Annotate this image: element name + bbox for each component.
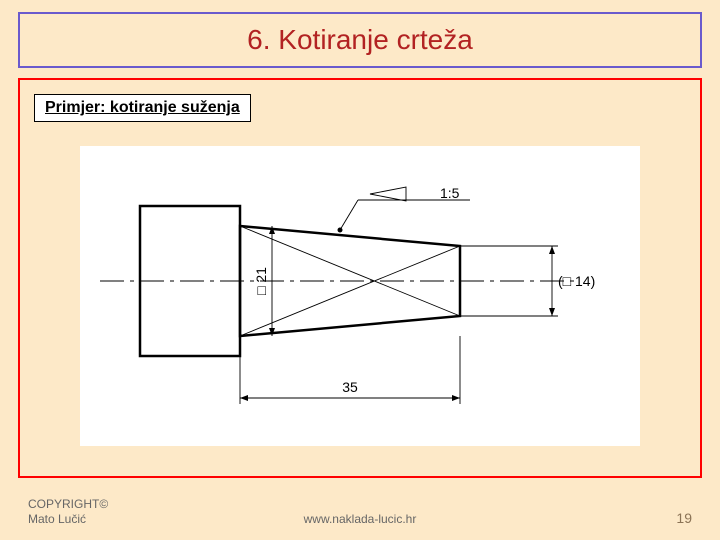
copyright-line1: COPYRIGHT© <box>28 497 108 511</box>
svg-text:35: 35 <box>342 379 358 395</box>
content-box: Primjer: kotiranje suženja 1:5 35 □ 21 (□ 1… <box>18 78 702 478</box>
slide-title: 6. Kotiranje crteža <box>247 24 473 55</box>
svg-text:(□ 14): (□ 14) <box>558 273 595 289</box>
slide: 6. Kotiranje crteža Primjer: kotiranje s… <box>0 0 720 540</box>
footer-url: www.naklada-lucic.hr <box>304 512 417 526</box>
svg-text:1:5: 1:5 <box>440 185 460 201</box>
copyright-line2: Mato Lučić <box>28 512 108 526</box>
footer: COPYRIGHT© Mato Lučić www.naklada-lucic.… <box>0 497 720 526</box>
example-label: Primjer: kotiranje suženja <box>34 94 251 122</box>
technical-drawing: 1:5 35 □ 21 (□ 14) <box>80 146 640 446</box>
svg-text:□ 21: □ 21 <box>253 267 269 295</box>
footer-copyright: COPYRIGHT© Mato Lučić <box>28 497 108 526</box>
slide-title-box: 6. Kotiranje crteža <box>18 12 702 68</box>
figure-area: 1:5 35 □ 21 (□ 14) <box>80 146 640 446</box>
page-number: 19 <box>676 510 692 526</box>
